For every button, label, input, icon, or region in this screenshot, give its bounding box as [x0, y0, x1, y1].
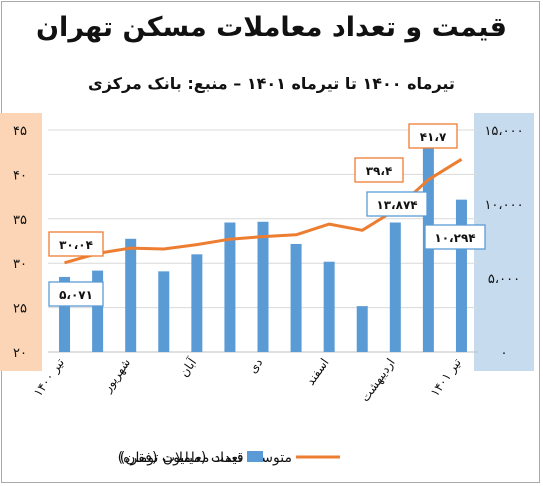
line-label-11: ۳۹،۴ — [366, 164, 393, 178]
bar-3 — [158, 271, 170, 352]
bar-label-11-box — [366, 191, 428, 217]
left-axis-tick-label: ۴۵ — [13, 124, 27, 139]
right-axis-tick-label: ۱۰،۰۰۰ — [484, 198, 523, 213]
bar-8 — [323, 261, 335, 352]
line-label-0-box — [48, 231, 104, 257]
category-label: تیر ۱۴۰۱ — [428, 356, 465, 400]
bar-label-12: ۱۰،۲۹۴ — [434, 231, 475, 245]
chart-title: قیمت و تعداد معاملات مسکن تهران — [36, 12, 507, 43]
line-label-11-box — [354, 157, 404, 183]
right-axis-tick-label: ۰ — [501, 346, 508, 361]
line-label-0: ۳۰،۰۴ — [59, 238, 93, 252]
bar-6 — [257, 221, 269, 352]
left-axis-tick-label: ۴۰ — [13, 168, 27, 183]
right-axis-tick-label: ۱۵،۰۰۰ — [484, 124, 523, 139]
legend-bar-marker — [247, 451, 263, 462]
left-axis-panel — [0, 113, 42, 371]
category-label: آبان — [176, 355, 200, 380]
bar-9 — [356, 306, 368, 352]
bar-label-12-box — [424, 224, 486, 250]
right-axis-tick-label: ۵،۰۰۰ — [488, 272, 520, 287]
bar-label-0: ۵،۰۷۱ — [59, 288, 93, 302]
bar-label-11: ۱۳،۸۷۴ — [376, 198, 417, 212]
bar-2 — [125, 238, 137, 352]
category-label: اسفند — [303, 356, 331, 388]
category-label: شهریور — [100, 356, 134, 396]
left-axis-tick-label: ۲۰ — [13, 346, 27, 361]
bar-5 — [224, 222, 236, 352]
line-label-12: ۴۱،۷ — [420, 130, 447, 144]
left-axis-tick-label: ۲۵ — [13, 302, 27, 317]
left-axis-tick-label: ۳۰ — [13, 257, 27, 272]
category-label: اردیبهشت — [358, 356, 399, 405]
left-axis-tick-label: ۳۵ — [13, 213, 27, 228]
bar-label-0-box — [48, 281, 104, 307]
legend-bar-label: تعداد معاملات (فقره) — [118, 450, 242, 466]
bar-12 — [455, 199, 467, 352]
category-label: دی — [246, 356, 266, 376]
bar-4 — [191, 254, 203, 352]
line-label-12-box — [408, 123, 458, 149]
bar-7 — [290, 243, 302, 352]
bar-1 — [92, 270, 104, 352]
bar-0 — [59, 276, 71, 352]
bar-10 — [389, 222, 401, 352]
chart-subtitle: تیرماه ۱۴۰۰ تا تیرماه ۱۴۰۱ – منبع: بانک … — [88, 74, 455, 93]
